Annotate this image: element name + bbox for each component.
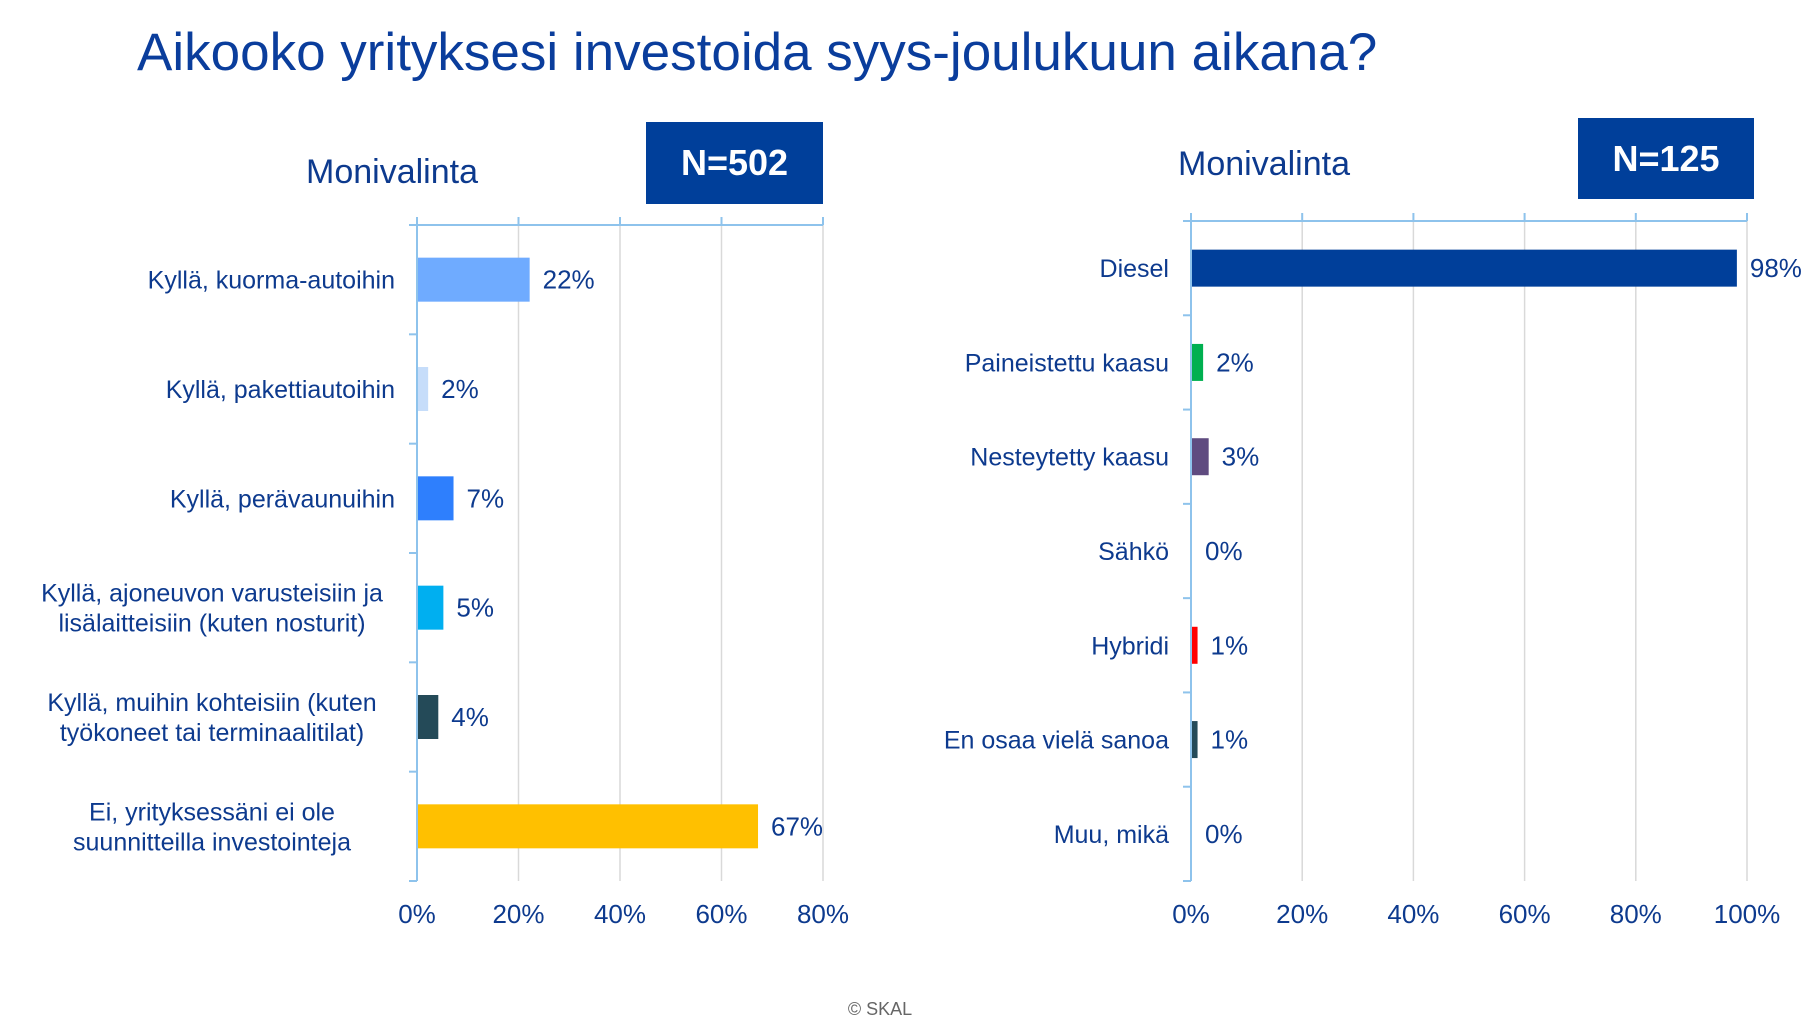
left-bar — [418, 476, 454, 521]
right-data-label: 1% — [1211, 630, 1249, 660]
left-category-label: Kyllä, pakettiautoihin — [166, 376, 395, 404]
right-bar — [1192, 626, 1198, 664]
right-data-label: 3% — [1222, 442, 1260, 472]
right-data-label: 2% — [1216, 347, 1254, 377]
right-bar-chart: 0% 20% 40% 60% 80% 100% 98% Diesel 2% Paineistett… — [944, 213, 1802, 929]
right-data-label: 1% — [1211, 725, 1249, 755]
left-chart-subtitle: Monivalinta — [306, 153, 478, 191]
right-tick-label: 0% — [1172, 899, 1210, 929]
left-category-label: Ei, yrityksessäni ei ole suunnitteilla in… — [73, 798, 351, 856]
left-category-label: Kyllä, kuorma-autoihin — [148, 267, 395, 295]
copyright-footer: © SKAL — [847, 999, 913, 1019]
right-bar — [1192, 343, 1204, 381]
left-bar — [418, 804, 759, 849]
right-tick-label: 40% — [1387, 899, 1439, 929]
left-data-label: 22% — [543, 265, 595, 295]
left-tick-label: 20% — [492, 899, 544, 929]
right-category-label: Sähkö — [1098, 538, 1169, 566]
left-bar — [418, 695, 439, 739]
left-bar-chart: 0% 20% 40% 60% 80% 22% Kyllä, kuorma-autoihin 2… — [41, 217, 849, 929]
left-tick-label: 80% — [797, 899, 849, 929]
right-data-label: 98% — [1750, 253, 1802, 283]
left-bar — [418, 585, 444, 630]
right-data-label: 0% — [1205, 819, 1243, 849]
left-data-label: 4% — [451, 702, 489, 732]
right-bar — [1192, 721, 1198, 759]
left-category-label: Kyllä, muihin kohteisiin (kuten työkoneet… — [47, 689, 376, 747]
left-data-label: 2% — [441, 374, 479, 404]
right-category-label: En osaa vielä sanoa — [944, 727, 1169, 755]
left-category-label: Kyllä, ajoneuvon varusteisiin ja lisälait… — [41, 580, 383, 638]
right-category-label: Diesel — [1100, 255, 1169, 283]
left-tick-label: 40% — [594, 899, 646, 929]
left-tick-label: 60% — [695, 899, 747, 929]
left-data-label: 67% — [771, 811, 823, 841]
right-bar — [1192, 438, 1209, 476]
right-tick-label: 100% — [1714, 899, 1781, 929]
right-category-label: Muu, mikä — [1054, 821, 1169, 849]
right-tick-label: 60% — [1499, 899, 1551, 929]
left-data-label: 7% — [467, 483, 505, 513]
right-bar — [1192, 249, 1737, 287]
left-data-label: 5% — [456, 593, 494, 623]
right-chart-subtitle: Monivalinta — [1178, 145, 1350, 183]
page-title: Aikooko yrityksesi investoida syys-joulu… — [137, 23, 1378, 82]
left-tick-label: 0% — [398, 899, 436, 929]
right-tick-label: 20% — [1276, 899, 1328, 929]
right-category-label: Hybridi — [1091, 632, 1169, 660]
right-category-label: Paineistettu kaasu — [965, 349, 1169, 377]
left-bar — [418, 367, 429, 411]
right-sample-size-badge: N=125 — [1578, 118, 1754, 199]
left-sample-size-badge: N=502 — [646, 122, 823, 204]
left-bar — [418, 257, 530, 302]
right-data-label: 0% — [1205, 536, 1243, 566]
right-tick-label: 80% — [1610, 899, 1662, 929]
left-category-label: Kyllä, perävaunuihin — [170, 485, 395, 513]
right-category-label: Nesteytetty kaasu — [970, 444, 1169, 472]
